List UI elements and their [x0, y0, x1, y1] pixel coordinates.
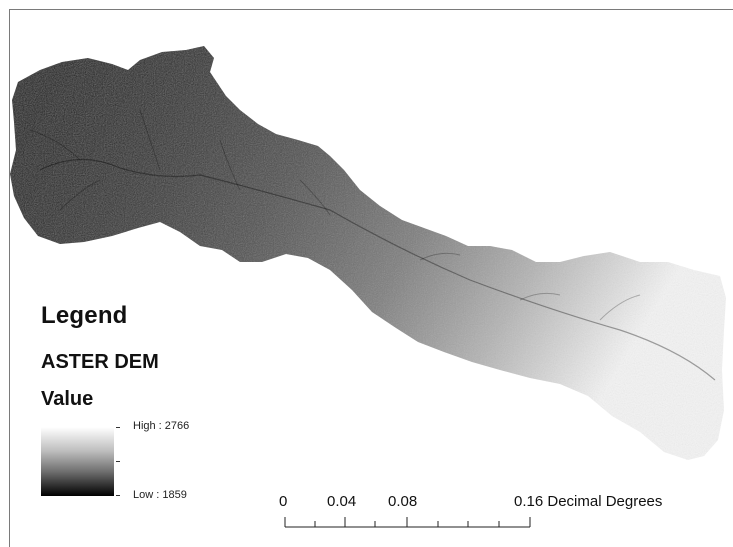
watershed-dem-raster — [10, 46, 726, 460]
ramp-tick-low — [116, 495, 120, 496]
scale-bar-ticks — [284, 517, 531, 527]
scale-label-2: 0.08 — [388, 493, 418, 510]
legend-layer-name: ASTER DEM — [41, 351, 159, 373]
legend-title: Legend — [41, 302, 128, 329]
scale-label-end: 0.16 Decimal Degrees — [514, 493, 663, 510]
map-frame — [9, 9, 733, 547]
scale-label-0: 0 — [279, 493, 288, 510]
ramp-tick-mid — [116, 461, 120, 462]
legend-field-name: Value — [41, 388, 94, 410]
main-channel-line — [39, 158, 716, 381]
ramp-high-label: High : 2766 — [133, 420, 190, 432]
ramp-tick-high — [116, 427, 120, 428]
scale-label-1: 0.04 — [327, 493, 357, 510]
ramp-low-label: Low : 1859 — [133, 489, 187, 501]
tributary-lines — [29, 109, 641, 321]
elevation-color-ramp — [41, 427, 114, 496]
